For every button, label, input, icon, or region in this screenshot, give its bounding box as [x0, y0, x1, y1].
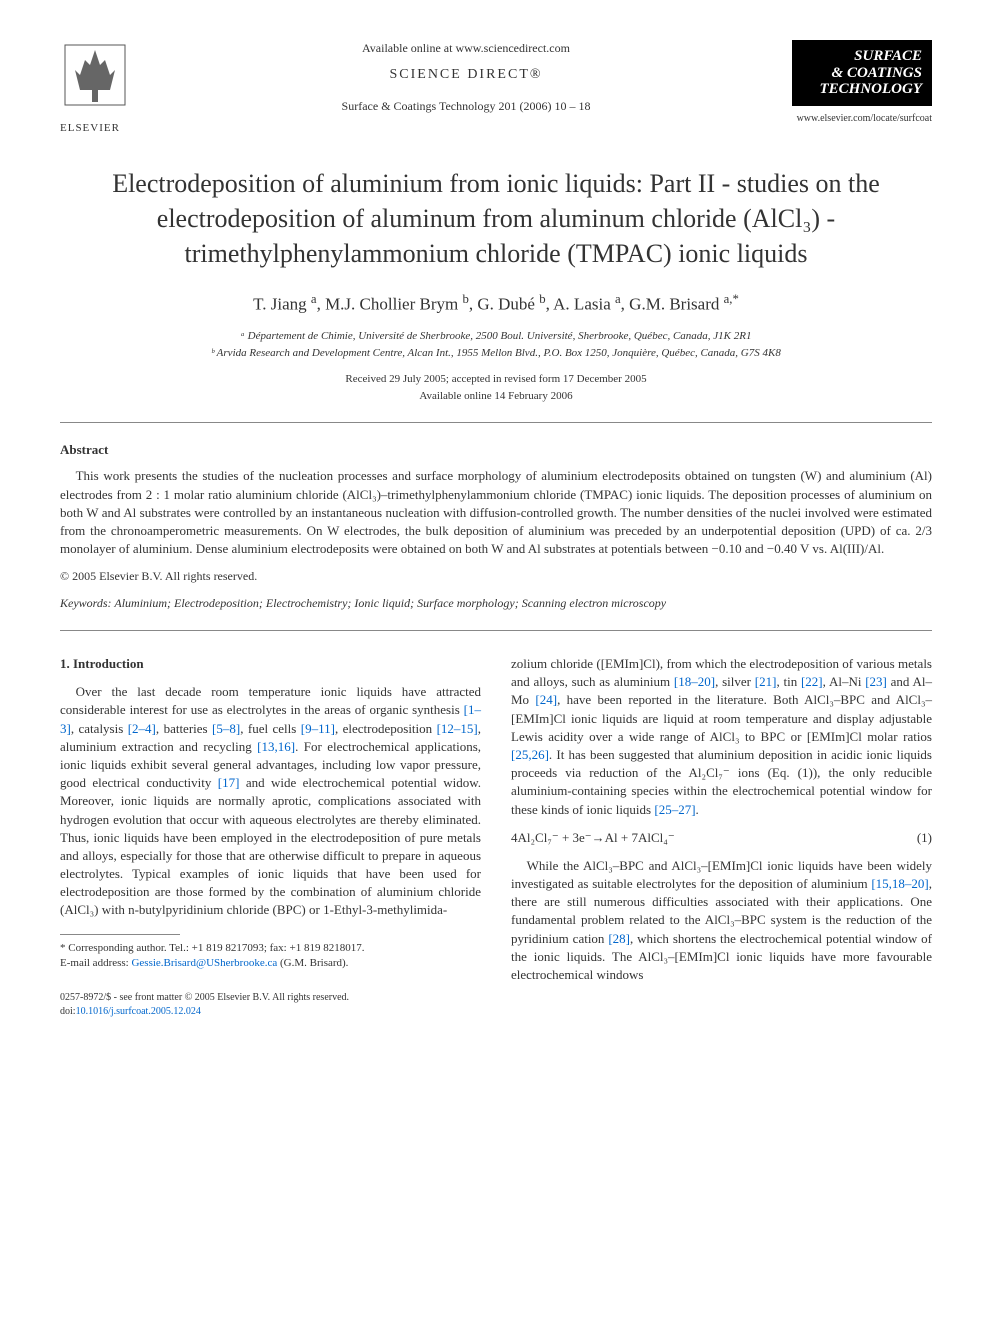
- equation-number: (1): [917, 829, 932, 847]
- journal-url: www.elsevier.com/locate/surfcoat: [792, 112, 932, 126]
- author-list: T. Jiang a, M.J. Chollier Brym b, G. Dub…: [60, 291, 932, 316]
- keywords-text: Aluminium; Electrodeposition; Electroche…: [114, 596, 666, 610]
- corr-email-link[interactable]: Gessie.Brisard@USherbrooke.ca: [131, 957, 277, 969]
- left-column: 1. Introduction Over the last decade roo…: [60, 655, 481, 1019]
- journal-reference: Surface & Coatings Technology 201 (2006)…: [160, 98, 772, 115]
- footnote-separator: [60, 934, 180, 935]
- journal-logo-block: SURFACE & COATINGS TECHNOLOGY www.elsevi…: [792, 40, 932, 126]
- section-heading-intro: 1. Introduction: [60, 655, 481, 673]
- equation-row: 4Al₂Cl₇⁻ + 3e⁻→Al + 7AlCl₄⁻ (1): [511, 829, 932, 847]
- citation-link[interactable]: [21]: [755, 674, 777, 689]
- online-date: Available online 14 February 2006: [60, 389, 932, 404]
- affiliation: ᵃ Département de Chimie, Université de S…: [60, 329, 932, 344]
- body-columns: 1. Introduction Over the last decade roo…: [60, 655, 932, 1019]
- email-label: E-mail address:: [60, 957, 129, 969]
- citation-link[interactable]: [17]: [218, 775, 240, 790]
- corr-email-suffix: (G.M. Brisard).: [280, 957, 348, 969]
- citation-link[interactable]: [2–4]: [128, 721, 156, 736]
- citation-link[interactable]: [13,16]: [257, 739, 295, 754]
- citation-link[interactable]: [25,26]: [511, 747, 549, 762]
- citation-link[interactable]: [22]: [801, 674, 823, 689]
- abstract-paragraph: This work presents the studies of the nu…: [60, 467, 932, 558]
- keywords-label: Keywords:: [60, 596, 112, 610]
- abstract-heading: Abstract: [60, 441, 932, 459]
- corr-author-line: * Corresponding author. Tel.: +1 819 821…: [60, 941, 481, 956]
- citation-link[interactable]: [28]: [608, 931, 630, 946]
- publisher-name: ELSEVIER: [60, 121, 140, 136]
- header-center: Available online at www.sciencedirect.co…: [140, 40, 792, 115]
- abstract-body: This work presents the studies of the nu…: [60, 467, 932, 558]
- body-paragraph: Over the last decade room temperature io…: [60, 683, 481, 919]
- journal-logo-line: & COATINGS: [802, 65, 922, 82]
- citation-link[interactable]: [1–3]: [60, 702, 481, 735]
- citation-link[interactable]: [5–8]: [212, 721, 240, 736]
- footer-matter: 0257-8972/$ - see front matter © 2005 El…: [60, 991, 481, 1019]
- citation-link[interactable]: [25–27]: [654, 802, 695, 817]
- divider: [60, 422, 932, 423]
- available-online-text: Available online at www.sciencedirect.co…: [160, 40, 772, 57]
- corresponding-author-footnote: * Corresponding author. Tel.: +1 819 821…: [60, 941, 481, 972]
- right-column: zolium chloride ([EMIm]Cl), from which t…: [511, 655, 932, 1019]
- article-dates: Received 29 July 2005; accepted in revis…: [60, 372, 932, 405]
- divider: [60, 630, 932, 631]
- citation-link[interactable]: [12–15]: [437, 721, 478, 736]
- publisher-block: ELSEVIER: [60, 40, 140, 136]
- doi-line: doi:10.1016/j.surfcoat.2005.12.024: [60, 1005, 481, 1019]
- abstract-copyright: © 2005 Elsevier B.V. All rights reserved…: [60, 568, 932, 585]
- body-paragraph: zolium chloride ([EMIm]Cl), from which t…: [511, 655, 932, 819]
- body-paragraph: While the AlCl₃–BPC and AlCl₃–[EMIm]Cl i…: [511, 857, 932, 984]
- elsevier-tree-icon: [60, 99, 130, 114]
- citation-link[interactable]: [9–11]: [301, 721, 335, 736]
- citation-link[interactable]: [23]: [865, 674, 887, 689]
- keywords-line: Keywords: Aluminium; Electrodeposition; …: [60, 595, 932, 612]
- journal-logo-line: TECHNOLOGY: [802, 81, 922, 98]
- article-title: Electrodeposition of aluminium from ioni…: [60, 166, 932, 271]
- doi-link[interactable]: 10.1016/j.surfcoat.2005.12.024: [76, 1006, 201, 1017]
- issn-line: 0257-8972/$ - see front matter © 2005 El…: [60, 991, 481, 1005]
- page-header: ELSEVIER Available online at www.science…: [60, 40, 932, 136]
- journal-logo-box: SURFACE & COATINGS TECHNOLOGY: [792, 40, 932, 106]
- corr-email-line: E-mail address: Gessie.Brisard@USherbroo…: [60, 956, 481, 971]
- affiliation: ᵇ Arvida Research and Development Centre…: [60, 346, 932, 361]
- received-date: Received 29 July 2005; accepted in revis…: [60, 372, 932, 387]
- citation-link[interactable]: [18–20]: [674, 674, 715, 689]
- citation-link[interactable]: [24]: [535, 692, 557, 707]
- affiliations: ᵃ Département de Chimie, Université de S…: [60, 329, 932, 362]
- science-direct-logo: SCIENCE DIRECT®: [160, 65, 772, 85]
- doi-label: doi:: [60, 1006, 76, 1017]
- journal-logo-line: SURFACE: [802, 48, 922, 65]
- equation: 4Al₂Cl₇⁻ + 3e⁻→Al + 7AlCl₄⁻: [511, 829, 675, 847]
- citation-link[interactable]: [15,18–20]: [871, 876, 928, 891]
